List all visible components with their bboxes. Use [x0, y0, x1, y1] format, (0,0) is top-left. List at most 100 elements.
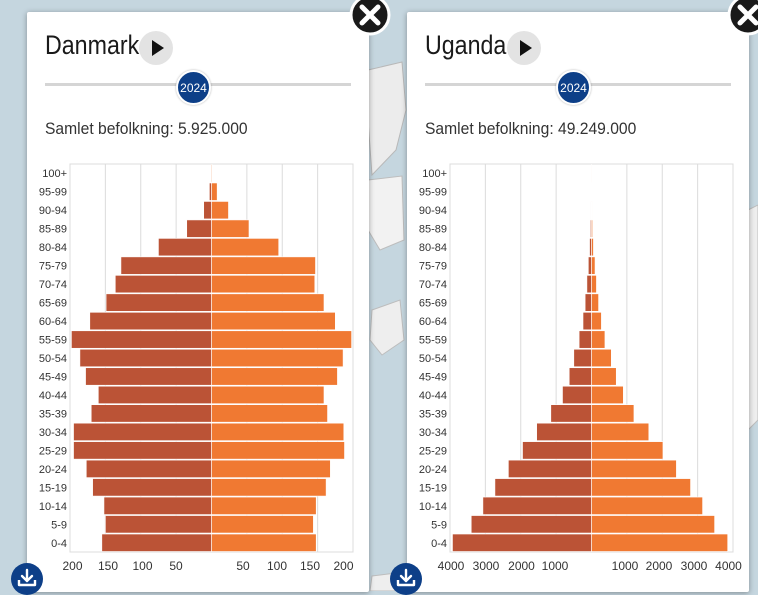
bar-female[interactable] [212, 183, 218, 200]
bar-male[interactable] [508, 460, 591, 477]
download-button[interactable] [390, 563, 422, 595]
bar-male[interactable] [452, 534, 591, 551]
bar-male[interactable] [583, 312, 591, 329]
x-tick-label: 150 [300, 559, 320, 573]
age-group-label: 25-29 [419, 445, 447, 457]
bar-female[interactable] [212, 238, 279, 255]
age-group-label: 0-4 [51, 538, 67, 550]
bar-female[interactable] [212, 368, 338, 385]
close-button[interactable] [723, 0, 758, 38]
age-group-label: 80-84 [39, 242, 67, 254]
bar-female[interactable] [212, 460, 331, 477]
bar-female[interactable] [592, 442, 663, 459]
bar-female[interactable] [592, 294, 599, 311]
bar-male[interactable] [569, 368, 591, 385]
bar-male[interactable] [158, 238, 211, 255]
bar-female[interactable] [592, 238, 594, 255]
bar-female[interactable] [212, 165, 213, 182]
age-group-label: 85-89 [419, 224, 447, 236]
download-button[interactable] [11, 563, 43, 595]
bar-male[interactable] [495, 479, 592, 496]
bar-female[interactable] [592, 368, 617, 385]
bar-female[interactable] [212, 497, 317, 514]
bar-male[interactable] [204, 201, 212, 218]
bar-female[interactable] [212, 479, 327, 496]
bar-male[interactable] [74, 423, 212, 440]
bar-male[interactable] [588, 257, 591, 274]
bar-female[interactable] [212, 201, 229, 218]
x-tick-label: 1000 [612, 559, 639, 573]
bar-female[interactable] [212, 312, 336, 329]
bar-male[interactable] [483, 497, 592, 514]
bar-female[interactable] [592, 516, 715, 533]
close-button[interactable] [345, 0, 395, 38]
bar-male[interactable] [104, 497, 212, 514]
bar-female[interactable] [212, 294, 324, 311]
bar-male[interactable] [115, 275, 211, 292]
age-group-label: 80-84 [419, 242, 447, 254]
bar-female[interactable] [592, 201, 593, 218]
bar-female[interactable] [212, 257, 316, 274]
age-group-label: 65-69 [419, 298, 447, 310]
bar-female[interactable] [212, 220, 249, 237]
age-group-label: 100+ [42, 168, 67, 180]
bar-male[interactable] [80, 349, 212, 366]
bar-female[interactable] [592, 423, 649, 440]
age-group-label: 90-94 [39, 205, 67, 217]
bar-male[interactable] [587, 275, 592, 292]
bar-female[interactable] [212, 516, 314, 533]
bar-male[interactable] [121, 257, 212, 274]
bar-male[interactable] [187, 220, 212, 237]
bar-male[interactable] [471, 516, 591, 533]
bar-female[interactable] [212, 349, 344, 366]
bar-female[interactable] [592, 349, 612, 366]
bar-female[interactable] [212, 405, 328, 422]
bar-female[interactable] [592, 479, 691, 496]
download-icon [11, 563, 43, 595]
x-tick-label: 50 [169, 559, 183, 573]
age-group-label: 75-79 [419, 261, 447, 273]
bar-female[interactable] [592, 386, 624, 403]
bar-male[interactable] [105, 516, 211, 533]
bar-male[interactable] [86, 460, 211, 477]
bar-male[interactable] [562, 386, 591, 403]
bar-female[interactable] [212, 442, 345, 459]
bar-male[interactable] [91, 405, 211, 422]
age-group-label: 75-79 [39, 261, 67, 273]
bar-male[interactable] [537, 423, 592, 440]
bar-female[interactable] [212, 534, 317, 551]
age-group-label: 15-19 [419, 482, 447, 494]
bar-female[interactable] [592, 497, 703, 514]
bar-male[interactable] [71, 331, 211, 348]
bar-male[interactable] [523, 442, 592, 459]
bar-male[interactable] [74, 442, 212, 459]
bar-male[interactable] [106, 294, 211, 311]
bar-male[interactable] [90, 312, 212, 329]
bar-female[interactable] [592, 331, 605, 348]
age-group-label: 70-74 [39, 279, 67, 291]
bar-female[interactable] [592, 312, 602, 329]
bar-male[interactable] [579, 331, 591, 348]
bar-male[interactable] [551, 405, 592, 422]
bar-male[interactable] [93, 479, 212, 496]
bar-female[interactable] [212, 275, 315, 292]
bar-male[interactable] [102, 534, 212, 551]
age-group-label: 35-39 [419, 408, 447, 420]
bar-female[interactable] [212, 386, 324, 403]
bar-male[interactable] [585, 294, 591, 311]
bar-male[interactable] [209, 183, 211, 200]
bar-female[interactable] [212, 331, 352, 348]
bar-male[interactable] [574, 349, 592, 366]
bar-female[interactable] [592, 220, 593, 237]
age-group-label: 70-74 [419, 279, 447, 291]
bar-male[interactable] [86, 368, 212, 385]
bar-female[interactable] [592, 460, 677, 477]
x-tick-label: 1000 [542, 559, 569, 573]
age-group-label: 15-19 [39, 482, 67, 494]
bar-female[interactable] [592, 257, 596, 274]
bar-female[interactable] [592, 534, 728, 551]
bar-female[interactable] [592, 275, 597, 292]
bar-male[interactable] [98, 386, 211, 403]
bar-female[interactable] [592, 405, 634, 422]
bar-female[interactable] [212, 423, 344, 440]
